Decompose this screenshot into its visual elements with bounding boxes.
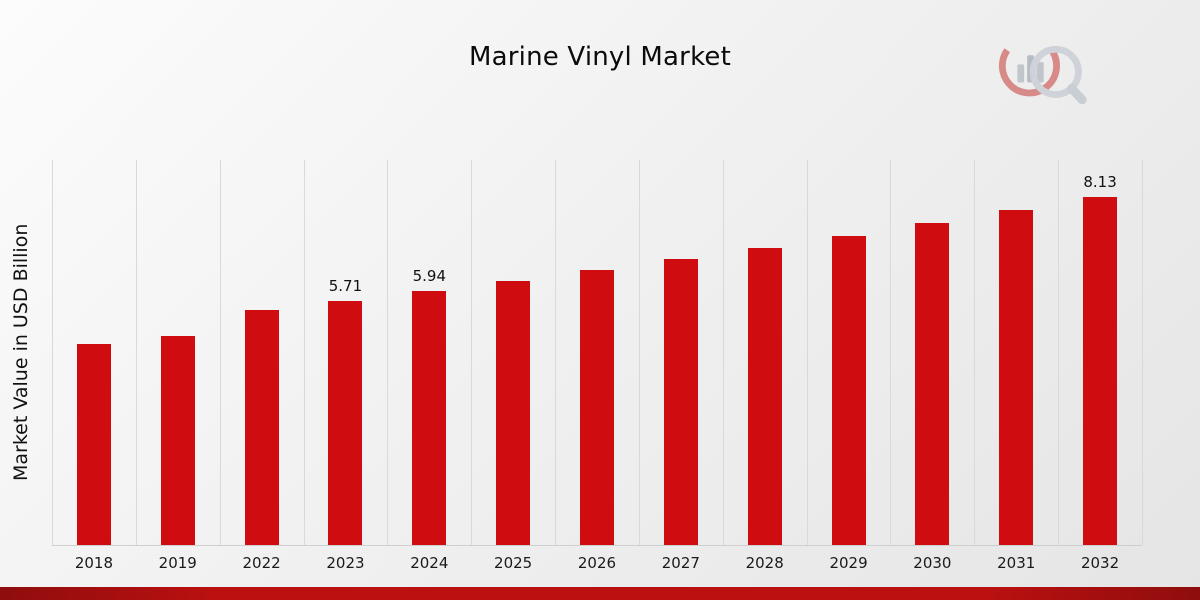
bar-slot: 8.13 2032	[1058, 160, 1142, 572]
x-tick-label: 2024	[410, 554, 449, 572]
bar	[412, 290, 447, 545]
bar	[579, 269, 614, 545]
bar	[496, 280, 531, 545]
gridline	[135, 160, 137, 545]
x-tick-label: 2025	[494, 554, 533, 572]
gridline	[52, 160, 53, 545]
gridline	[1058, 160, 1060, 545]
bar-slot: 2025	[471, 160, 555, 572]
x-tick-label: 2019	[158, 554, 197, 572]
x-tick-label: 2031	[997, 554, 1036, 572]
bar	[1083, 197, 1118, 545]
bar-slot: 2018	[52, 160, 136, 572]
gridline	[303, 160, 305, 545]
gridline	[974, 160, 976, 545]
footer-accent-bar	[0, 587, 1200, 600]
x-tick-label: 2027	[661, 554, 700, 572]
bar-slot: 2029	[807, 160, 891, 572]
gridline	[555, 160, 557, 545]
bar-slot: 2026	[555, 160, 639, 572]
bar-slot: 2031	[974, 160, 1058, 572]
gridline	[1142, 160, 1143, 545]
x-tick-label: 2018	[74, 554, 114, 572]
bar-slot: 2030	[890, 160, 974, 572]
bar	[999, 210, 1034, 545]
bar	[747, 247, 782, 545]
bar	[244, 310, 279, 545]
x-tick-label: 2022	[242, 554, 281, 572]
bar	[663, 259, 698, 545]
gridline	[638, 160, 640, 545]
brand-logo-icon	[998, 35, 1087, 105]
x-tick-label: 2023	[326, 554, 365, 572]
gridline	[219, 160, 221, 545]
bar-slot: 5.94 2024	[387, 160, 471, 572]
x-tick-label: 2026	[577, 554, 617, 572]
bar	[328, 300, 363, 545]
gridline	[722, 160, 724, 545]
gridline	[387, 160, 389, 545]
x-tick-label: 2029	[829, 554, 868, 572]
chart-title: Marine Vinyl Market	[469, 42, 731, 72]
x-tick-label: 2028	[745, 554, 784, 572]
bar-slot: 2028	[723, 160, 807, 572]
y-axis-label: Market Value in USD Billion	[10, 223, 32, 482]
bar-slot: 2022	[220, 160, 304, 572]
bar	[76, 344, 111, 545]
gridline	[471, 160, 473, 545]
gridline	[890, 160, 892, 545]
bar	[160, 336, 195, 545]
bar-value-label: 5.94	[412, 266, 446, 285]
bar-value-label: 8.13	[1083, 173, 1117, 192]
x-tick-label: 2030	[913, 554, 952, 572]
bar	[915, 223, 950, 545]
bar-slot: 5.71 2023	[304, 160, 388, 572]
gridline	[806, 160, 808, 545]
plot-area: 2018 2019 2022 5.71 2023 5.94 2024 2025 2026 2027…	[52, 160, 1143, 572]
bar-value-label: 5.71	[328, 276, 363, 295]
bar-slot: 2019	[136, 160, 220, 572]
bar	[831, 235, 866, 545]
x-tick-label: 2032	[1080, 554, 1120, 572]
bar-slot: 2027	[639, 160, 723, 572]
